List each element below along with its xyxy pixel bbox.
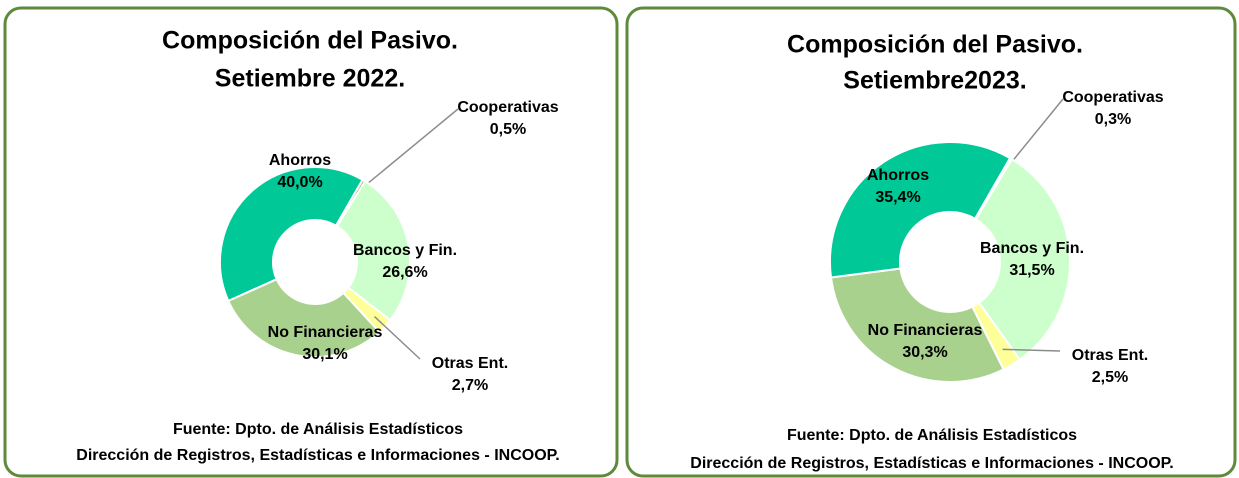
value-label: 30,1% [302,346,347,363]
donut-slice [829,141,1012,279]
category-label: Cooperativas [457,99,558,116]
value-label: 31,5% [1009,262,1054,279]
category-label: Otras Ent. [432,355,508,372]
chart-title: Composición del Pasivo. [162,27,458,55]
donut-slice [226,277,381,358]
panel [625,6,1237,478]
chart-title: Composición del Pasivo. [787,31,1083,59]
chart-subtitle: Setiembre 2022. [215,65,405,93]
value-label: 2,7% [452,377,488,394]
donut-slice [829,267,1005,383]
donut-slice [335,179,411,322]
panel [3,6,619,478]
category-label: Bancos y Fin. [353,242,457,259]
value-label: 0,3% [1095,111,1131,128]
chart-subtitle: Setiembre2023. [843,67,1026,95]
category-label: Bancos y Fin. [980,240,1084,257]
category-label: Cooperativas [1062,89,1163,106]
category-label: No Financieras [268,324,383,341]
category-label: Ahorros [269,152,331,169]
value-label: 40,0% [277,174,322,191]
source-note: Dirección de Registros, Estadísticas e I… [690,455,1173,472]
value-label: 35,4% [875,189,920,206]
value-label: 2,5% [1092,369,1128,386]
value-label: 26,6% [382,264,427,281]
source-note: Dirección de Registros, Estadísticas e I… [76,447,559,464]
leader-line [355,108,459,194]
leader-line [374,316,421,360]
leader-line [1002,348,1061,352]
category-label: Ahorros [867,167,929,184]
donut-slice [974,157,1072,362]
value-label: 0,5% [490,121,526,138]
source-note: Fuente: Dpto. de Análisis Estadísticos [787,427,1077,444]
category-label: No Financieras [868,322,983,339]
category-label: Otras Ent. [1072,347,1148,364]
value-label: 30,3% [902,344,947,361]
source-note: Fuente: Dpto. de Análisis Estadísticos [173,421,463,438]
donut-slice [219,166,364,303]
